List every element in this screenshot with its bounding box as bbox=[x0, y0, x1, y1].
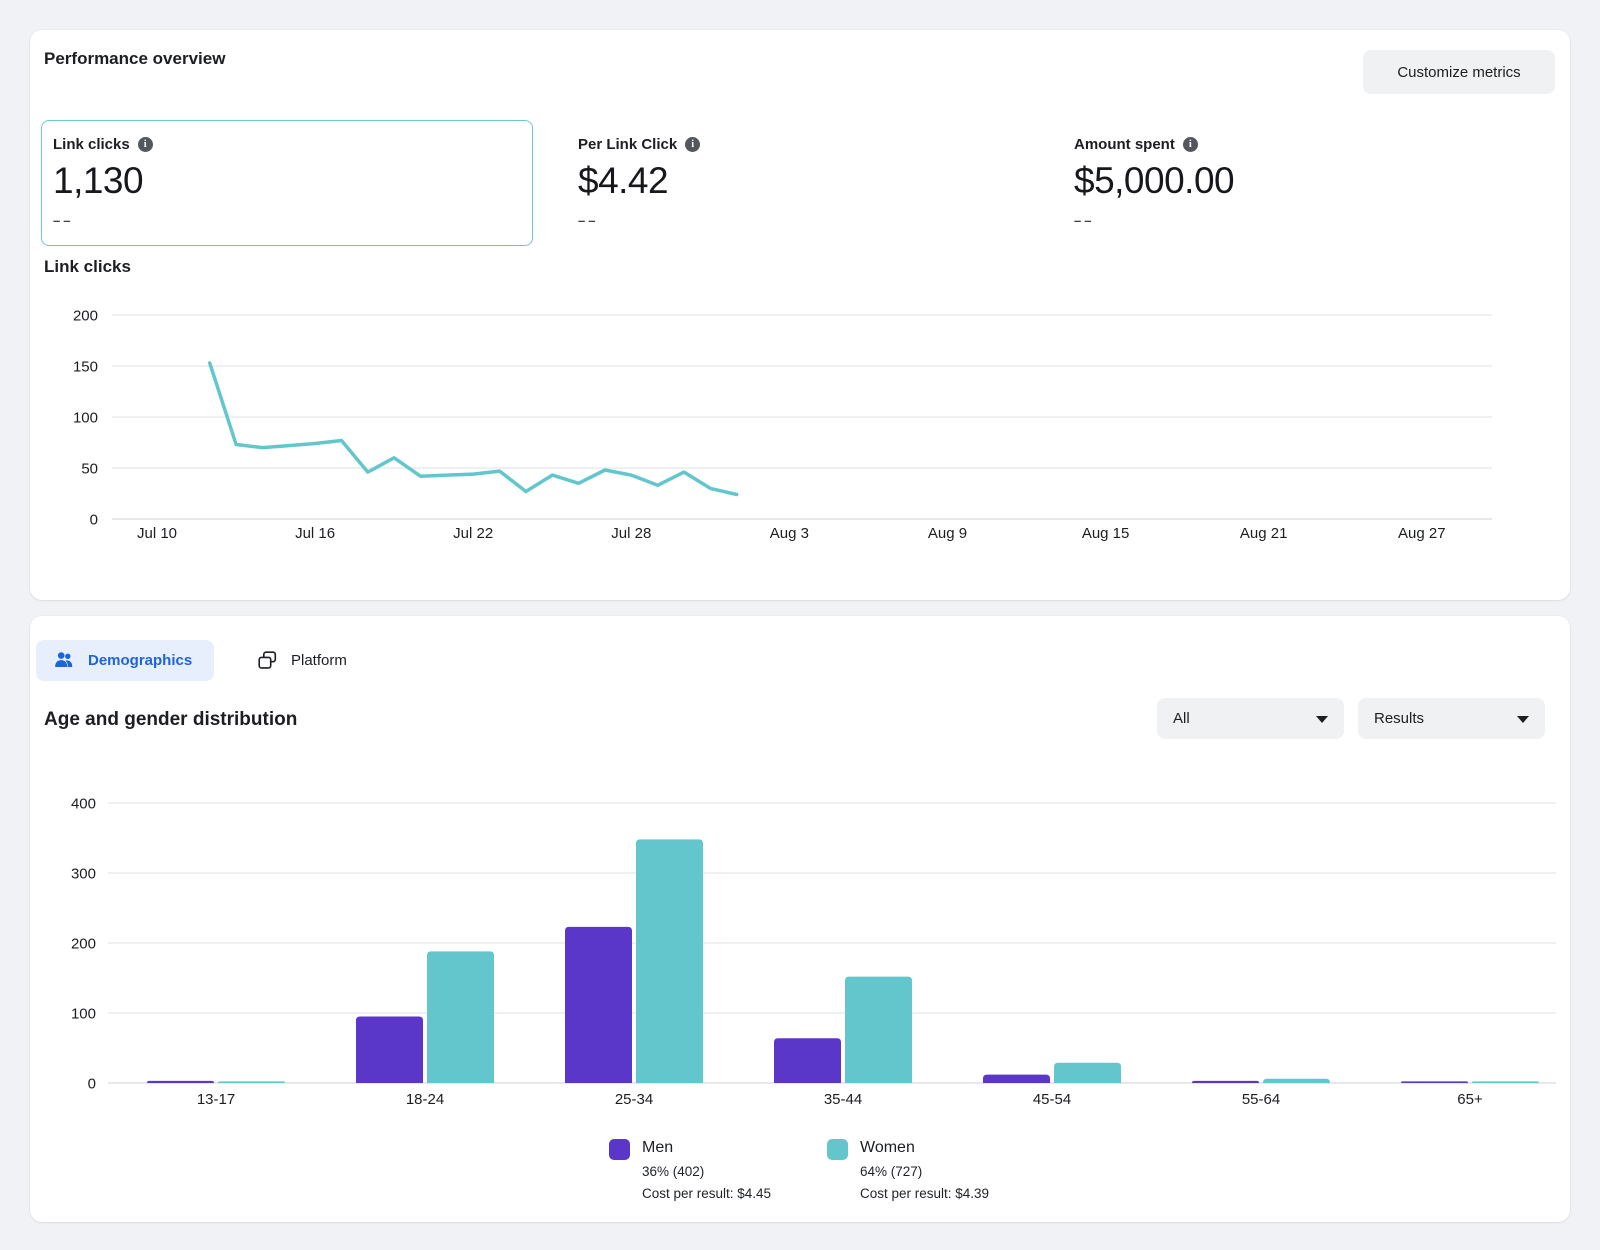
metric-label: Link clicks bbox=[53, 136, 130, 153]
men-color-swatch bbox=[609, 1139, 630, 1160]
tab-demographics[interactable]: Demographics bbox=[36, 640, 214, 681]
dropdown-value: Results bbox=[1374, 710, 1424, 727]
page-title: Performance overview bbox=[44, 49, 225, 69]
chevron-down-icon bbox=[1316, 716, 1328, 723]
info-icon[interactable]: i bbox=[685, 137, 700, 152]
metric-trend-placeholder: –– bbox=[1074, 213, 1521, 228]
svg-text:Jul 16: Jul 16 bbox=[295, 525, 335, 542]
svg-text:100: 100 bbox=[73, 410, 98, 427]
legend-series-name: Men bbox=[642, 1138, 771, 1158]
svg-text:Aug 27: Aug 27 bbox=[1398, 525, 1446, 542]
svg-text:65+: 65+ bbox=[1457, 1091, 1483, 1108]
customize-metrics-button[interactable]: Customize metrics bbox=[1363, 50, 1555, 94]
section-title: Age and gender distribution bbox=[44, 709, 297, 731]
chevron-down-icon bbox=[1517, 716, 1529, 723]
svg-text:200: 200 bbox=[73, 308, 98, 325]
svg-text:18-24: 18-24 bbox=[406, 1091, 444, 1108]
svg-text:300: 300 bbox=[71, 866, 96, 883]
metric-label: Amount spent bbox=[1074, 136, 1175, 153]
legend-cost-per-result: Cost per result: $4.45 bbox=[642, 1186, 771, 1202]
svg-text:50: 50 bbox=[81, 461, 98, 478]
legend-share: 64% (727) bbox=[860, 1164, 989, 1180]
metric-card-per-link-click[interactable]: Per Link Click i $4.42 –– bbox=[566, 120, 1026, 246]
svg-text:Jul 28: Jul 28 bbox=[611, 525, 651, 542]
svg-text:Aug 15: Aug 15 bbox=[1082, 525, 1130, 542]
svg-text:55-64: 55-64 bbox=[1242, 1091, 1280, 1108]
svg-text:400: 400 bbox=[71, 796, 96, 813]
svg-text:Jul 22: Jul 22 bbox=[453, 525, 493, 542]
windows-icon bbox=[258, 651, 277, 670]
line-chart-title: Link clicks bbox=[44, 257, 131, 277]
svg-text:35-44: 35-44 bbox=[824, 1091, 862, 1108]
legend-series-name: Women bbox=[860, 1138, 989, 1158]
women-color-swatch bbox=[827, 1139, 848, 1160]
performance-overview-card: Performance overview Customize metrics L… bbox=[30, 30, 1570, 600]
legend-women: Women 64% (727) Cost per result: $4.39 bbox=[827, 1138, 989, 1202]
svg-text:0: 0 bbox=[90, 512, 98, 529]
link-clicks-line-chart: 0 50 100 150 200 Jul 10 Jul 16 Jul 22 Jul 28 Aug … bbox=[40, 300, 1500, 555]
metric-value: 1,130 bbox=[53, 161, 532, 201]
legend-men: Men 36% (402) Cost per result: $4.45 bbox=[609, 1138, 771, 1202]
svg-text:45-54: 45-54 bbox=[1033, 1091, 1071, 1108]
svg-text:Aug 3: Aug 3 bbox=[770, 525, 809, 542]
metric-trend-placeholder: –– bbox=[578, 213, 1025, 228]
svg-text:Jul 10: Jul 10 bbox=[137, 525, 177, 542]
svg-text:0: 0 bbox=[88, 1076, 96, 1093]
age-gender-bar-chart: 0 100 200 300 400 13-17 18-24 25-34 35-44 45-54 55… bbox=[40, 790, 1560, 1120]
tab-label: Platform bbox=[291, 652, 347, 669]
tab-platform[interactable]: Platform bbox=[242, 640, 363, 681]
svg-text:100: 100 bbox=[71, 1006, 96, 1023]
people-icon bbox=[54, 650, 75, 671]
metric-label: Per Link Click bbox=[578, 136, 677, 153]
metric-card-amount-spent[interactable]: Amount spent i $5,000.00 –– bbox=[1062, 120, 1522, 246]
svg-text:Aug 9: Aug 9 bbox=[928, 525, 967, 542]
svg-text:13-17: 13-17 bbox=[197, 1091, 235, 1108]
metric-filter-dropdown[interactable]: Results bbox=[1358, 698, 1545, 739]
svg-text:150: 150 bbox=[73, 359, 98, 376]
svg-text:25-34: 25-34 bbox=[615, 1091, 653, 1108]
dropdown-value: All bbox=[1173, 710, 1190, 727]
metric-card-link-clicks[interactable]: Link clicks i 1,130 –– bbox=[41, 120, 533, 246]
metric-value: $5,000.00 bbox=[1074, 161, 1521, 201]
info-icon[interactable]: i bbox=[138, 137, 153, 152]
svg-text:200: 200 bbox=[71, 936, 96, 953]
legend-cost-per-result: Cost per result: $4.39 bbox=[860, 1186, 989, 1202]
legend-share: 36% (402) bbox=[642, 1164, 771, 1180]
breakdown-filter-dropdown[interactable]: All bbox=[1157, 698, 1344, 739]
metric-trend-placeholder: –– bbox=[53, 213, 532, 228]
tab-label: Demographics bbox=[88, 652, 192, 669]
metric-value: $4.42 bbox=[578, 161, 1025, 201]
breakdown-card: Demographics Platform Age and gender dis… bbox=[30, 616, 1570, 1222]
svg-text:Aug 21: Aug 21 bbox=[1240, 525, 1288, 542]
info-icon[interactable]: i bbox=[1183, 137, 1198, 152]
